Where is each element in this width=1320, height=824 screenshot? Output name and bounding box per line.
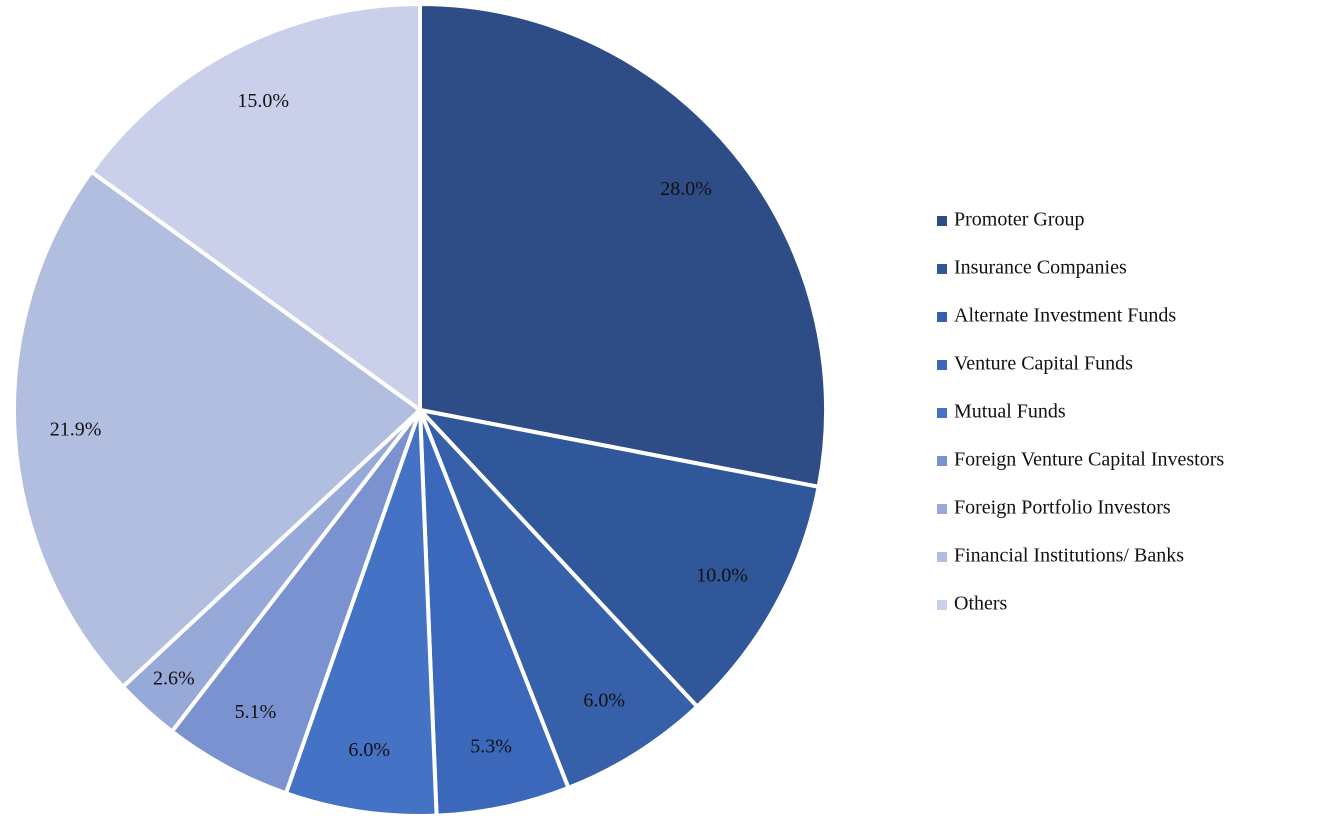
legend-swatch [937, 408, 947, 418]
legend-label: Foreign Portfolio Investors [954, 497, 1171, 519]
legend-label: Foreign Venture Capital Investors [954, 449, 1224, 471]
pie-slice [418, 408, 701, 791]
legend-swatch [937, 552, 947, 562]
data-label: 21.9% [50, 419, 102, 441]
pie-slice [414, 406, 822, 710]
pie-slice [418, 1, 828, 490]
pie-slice [12, 168, 424, 690]
legend-swatch [937, 216, 947, 226]
legend-label: Mutual Funds [954, 401, 1066, 423]
legend-label: Venture Capital Funds [954, 353, 1133, 375]
data-label: 5.1% [235, 701, 277, 723]
pie-slice [88, 1, 422, 414]
legend-swatch [937, 504, 947, 514]
legend-swatch [937, 600, 947, 610]
legend-swatch [937, 264, 947, 274]
pie-slice [418, 409, 572, 818]
legend-swatch [937, 360, 947, 370]
data-label: 2.6% [153, 668, 195, 690]
data-label: 6.0% [348, 739, 390, 761]
legend-swatch [937, 312, 947, 322]
data-label: 28.0% [660, 178, 712, 200]
data-label: 5.3% [470, 735, 512, 757]
data-label: 6.0% [583, 689, 625, 711]
data-label: 10.0% [696, 564, 748, 586]
data-label: 15.0% [237, 90, 289, 112]
legend-label: Others [954, 593, 1008, 615]
legend-swatch [937, 456, 947, 466]
legend-label: Alternate Investment Funds [954, 305, 1176, 327]
legend-label: Promoter Group [954, 209, 1085, 231]
pie-slice [283, 409, 439, 818]
legend-label: Financial Institutions/ Banks [954, 545, 1184, 567]
legend-label: Insurance Companies [954, 257, 1127, 279]
